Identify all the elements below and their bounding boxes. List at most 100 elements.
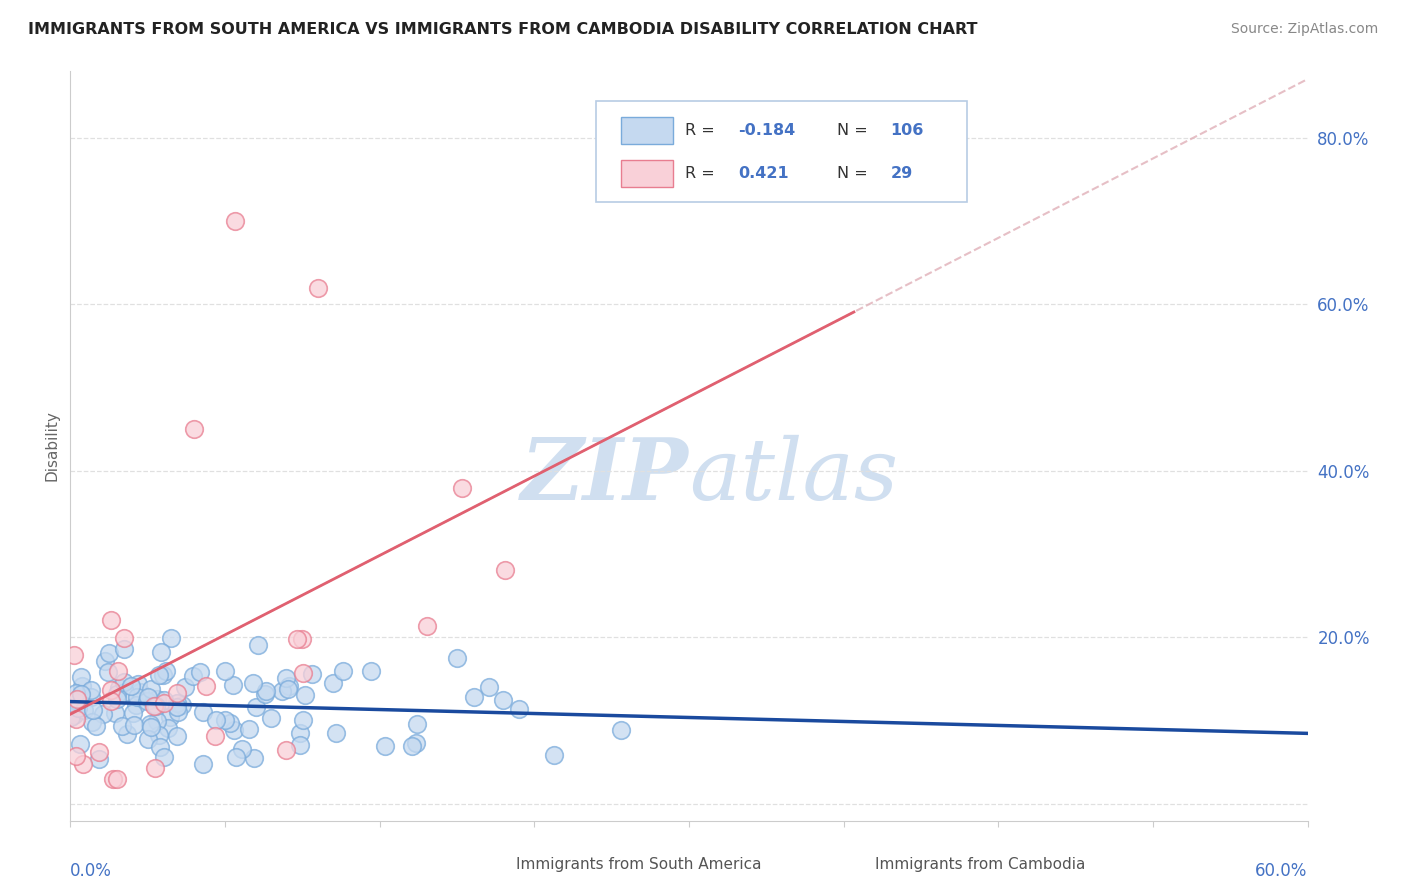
Point xyxy=(543,747,565,762)
Point xyxy=(112,631,135,645)
Point xyxy=(66,691,89,706)
Point xyxy=(463,690,485,705)
Text: Immigrants from South America: Immigrants from South America xyxy=(516,856,761,871)
Point xyxy=(231,742,253,756)
Point xyxy=(120,679,142,693)
Point xyxy=(149,739,172,754)
Point xyxy=(148,668,170,682)
Point xyxy=(610,723,633,738)
Point xyxy=(446,651,468,665)
Point xyxy=(478,680,501,694)
Point xyxy=(105,692,128,706)
Point xyxy=(325,726,347,740)
Point xyxy=(108,681,131,696)
Point xyxy=(148,728,170,742)
Point xyxy=(65,712,87,726)
Point xyxy=(139,681,162,696)
Point xyxy=(70,679,93,693)
Text: -0.184: -0.184 xyxy=(738,123,796,138)
Point xyxy=(136,693,159,707)
Point xyxy=(374,739,396,753)
Point xyxy=(204,713,226,727)
Point xyxy=(65,749,87,764)
Text: atlas: atlas xyxy=(689,434,898,517)
FancyBboxPatch shape xyxy=(621,117,673,144)
Point xyxy=(183,422,205,436)
Text: ZIP: ZIP xyxy=(522,434,689,517)
Point xyxy=(214,713,236,727)
Point xyxy=(285,632,308,646)
Point xyxy=(274,742,297,756)
Text: 0.421: 0.421 xyxy=(738,166,789,181)
Point xyxy=(136,732,159,747)
FancyBboxPatch shape xyxy=(596,102,967,202)
Point xyxy=(170,698,193,713)
Point xyxy=(288,726,311,740)
Point xyxy=(105,687,128,701)
Point xyxy=(277,681,299,696)
Point xyxy=(139,720,162,734)
Point xyxy=(153,696,176,710)
Point xyxy=(156,721,179,735)
Point xyxy=(204,729,226,743)
Point xyxy=(415,619,437,633)
Point xyxy=(238,722,260,736)
Point xyxy=(97,665,120,679)
Point xyxy=(247,638,270,652)
Point xyxy=(188,665,211,680)
Text: Immigrants from Cambodia: Immigrants from Cambodia xyxy=(875,856,1085,871)
Text: Source: ZipAtlas.com: Source: ZipAtlas.com xyxy=(1230,22,1378,37)
Point xyxy=(114,685,136,699)
Point xyxy=(291,713,314,727)
Point xyxy=(79,683,101,698)
Point xyxy=(270,684,292,698)
Point xyxy=(332,664,354,678)
Point xyxy=(146,691,169,706)
Point xyxy=(152,750,174,764)
Point xyxy=(406,717,429,731)
Point xyxy=(166,700,188,714)
Point xyxy=(128,684,150,698)
Point xyxy=(195,679,218,693)
Point xyxy=(245,700,267,714)
Text: 106: 106 xyxy=(890,123,924,138)
Point xyxy=(225,749,247,764)
Point xyxy=(69,737,91,751)
Text: R =: R = xyxy=(685,166,720,181)
Text: IMMIGRANTS FROM SOUTH AMERICA VS IMMIGRANTS FROM CAMBODIA DISABILITY CORRELATION: IMMIGRANTS FROM SOUTH AMERICA VS IMMIGRA… xyxy=(28,22,977,37)
Text: N =: N = xyxy=(838,166,873,181)
Point xyxy=(153,692,176,706)
Point xyxy=(72,756,94,771)
Point xyxy=(307,281,329,295)
Point xyxy=(492,693,515,707)
Point xyxy=(115,727,138,741)
Point xyxy=(107,664,129,678)
Point xyxy=(360,664,382,678)
Point xyxy=(152,667,174,681)
Point xyxy=(143,761,166,775)
Point xyxy=(166,729,188,743)
Point xyxy=(111,719,134,733)
Point xyxy=(159,710,181,724)
Point xyxy=(242,751,264,765)
Point xyxy=(254,687,277,701)
Point xyxy=(494,563,516,577)
Point xyxy=(405,736,427,750)
Point xyxy=(63,648,86,663)
Point xyxy=(214,664,236,678)
Point xyxy=(112,675,135,690)
Point xyxy=(59,710,82,724)
Point xyxy=(122,717,145,731)
Point xyxy=(294,688,316,702)
Point xyxy=(98,646,121,660)
Point xyxy=(292,666,315,681)
Point xyxy=(166,705,188,719)
Point xyxy=(159,631,181,645)
Point xyxy=(219,716,242,731)
Point xyxy=(142,697,165,711)
Point xyxy=(138,716,160,731)
Point xyxy=(63,708,86,723)
Point xyxy=(80,690,103,704)
Point xyxy=(166,696,188,710)
Point xyxy=(274,671,297,685)
